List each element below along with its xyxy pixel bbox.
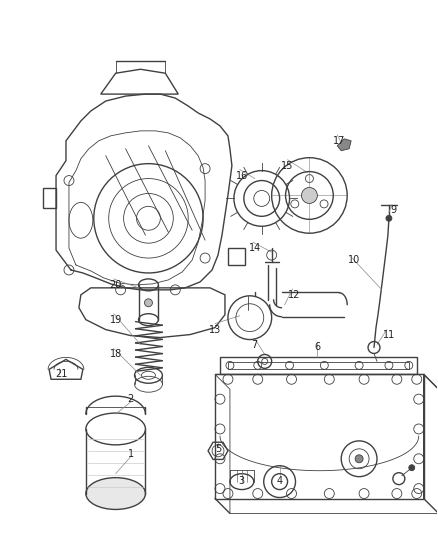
Text: 9: 9 xyxy=(391,205,397,215)
Text: 17: 17 xyxy=(333,136,346,146)
Text: 20: 20 xyxy=(110,280,122,290)
Circle shape xyxy=(409,465,415,471)
Text: 14: 14 xyxy=(249,243,261,253)
Text: 12: 12 xyxy=(288,290,301,300)
Circle shape xyxy=(301,188,318,204)
Circle shape xyxy=(386,215,392,221)
Text: 4: 4 xyxy=(276,475,283,486)
Text: 18: 18 xyxy=(110,350,122,359)
Text: 19: 19 xyxy=(110,314,122,325)
Text: 7: 7 xyxy=(252,340,258,350)
Text: 5: 5 xyxy=(215,444,221,454)
Text: 1: 1 xyxy=(127,449,134,459)
Circle shape xyxy=(355,455,363,463)
Circle shape xyxy=(145,299,152,307)
Text: 10: 10 xyxy=(348,255,360,265)
Text: 11: 11 xyxy=(383,329,395,340)
Text: 15: 15 xyxy=(281,160,294,171)
Polygon shape xyxy=(337,139,351,151)
Text: 2: 2 xyxy=(127,394,134,404)
Ellipse shape xyxy=(86,478,145,510)
Text: 3: 3 xyxy=(239,475,245,486)
Text: 21: 21 xyxy=(55,369,67,379)
Text: 13: 13 xyxy=(209,325,221,335)
Text: 6: 6 xyxy=(314,343,321,352)
Text: 16: 16 xyxy=(236,171,248,181)
